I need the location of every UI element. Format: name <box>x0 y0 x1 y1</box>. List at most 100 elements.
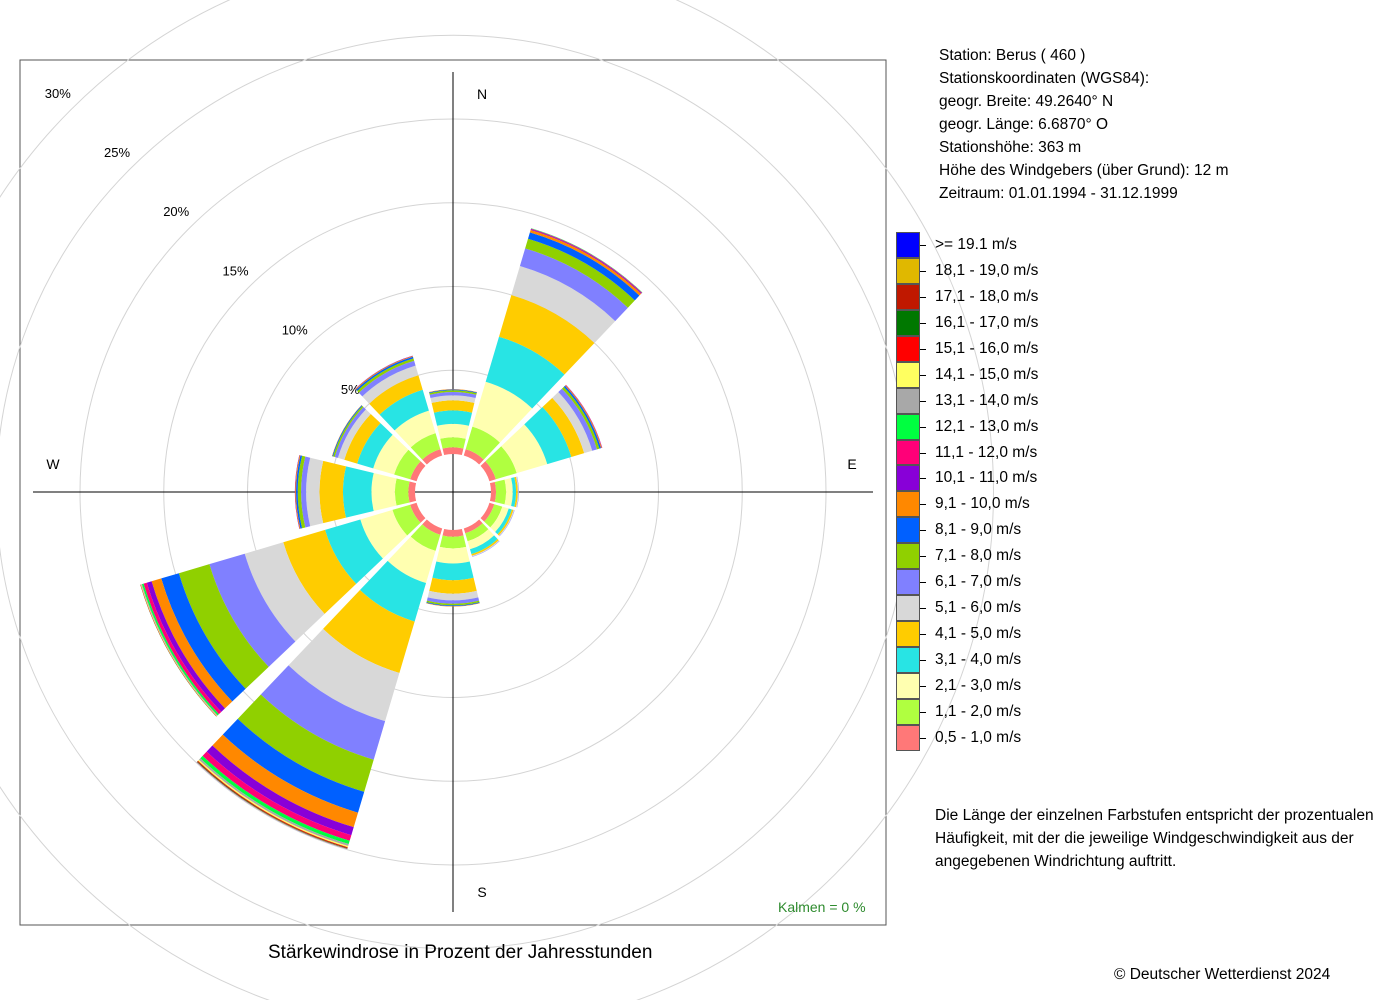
legend-tick <box>920 270 926 272</box>
sector-segment <box>439 535 467 549</box>
sector-segment <box>528 232 640 301</box>
sector-segment <box>319 460 347 524</box>
sector-segment <box>472 381 533 443</box>
sector-segment <box>344 413 381 464</box>
sector-segment <box>410 524 441 551</box>
note-line-2: Häufigkeit, mit der die jeweilige Windge… <box>935 830 1354 847</box>
station-latitude: geogr. Breite: 49.2640° N <box>939 93 1114 110</box>
sector-segment <box>437 423 469 439</box>
chart-caption: Stärkewindrose in Prozent der Jahresstun… <box>268 942 653 963</box>
sector-segment <box>206 745 354 836</box>
sector-segment <box>485 446 517 480</box>
explanation-note: Die Länge der einzelnen Farbstufen entsp… <box>935 804 1374 873</box>
ring-labels: 5% 10% 15% 20% 25% 30% <box>45 86 360 397</box>
legend-label: 8,1 - 9,0 m/s <box>935 521 1022 539</box>
sector-segment <box>436 546 470 564</box>
station-coords-heading: Stationskoordinaten (WGS84): <box>939 70 1150 87</box>
legend-label: 0,5 - 1,0 m/s <box>935 728 1022 746</box>
ring-label: 10% <box>282 323 308 338</box>
sector-segment <box>525 238 635 308</box>
legend-tick <box>920 478 926 480</box>
legend-swatch <box>896 647 920 673</box>
legend-label: 16,1 - 17,0 m/s <box>935 313 1039 331</box>
sector-segment <box>489 481 497 503</box>
sector-segment <box>410 461 426 482</box>
legend-label: 2,1 - 3,0 m/s <box>935 676 1022 694</box>
legend-item: 15,1 - 16,0 m/s <box>896 335 1096 362</box>
sector-segment <box>422 519 443 535</box>
sector-segment <box>431 400 475 413</box>
sector-segment <box>426 597 480 604</box>
legend-swatch <box>896 465 920 492</box>
legend-label: 14,1 - 15,0 m/s <box>935 365 1039 383</box>
sector-segment <box>463 519 483 534</box>
legend-label: 7,1 - 8,0 m/s <box>935 547 1022 565</box>
sector-segment <box>357 423 393 469</box>
sector-segment <box>334 407 366 458</box>
sector-segment <box>209 553 296 667</box>
sector-segment <box>362 365 419 404</box>
direction-label-east: E <box>847 456 856 472</box>
legend-tick <box>920 737 926 739</box>
wind-sectors <box>140 228 643 850</box>
legend-label: >= 19.1 m/s <box>935 236 1017 253</box>
ring-label: 20% <box>163 204 189 219</box>
legend-label: 15,1 - 16,0 m/s <box>935 339 1039 357</box>
sector-segment <box>151 578 233 709</box>
sector-segment <box>371 472 397 512</box>
sector-segment <box>514 476 518 508</box>
legend-tick <box>920 556 926 558</box>
legend-item: 11,1 - 12,0 m/s <box>896 439 1096 466</box>
legend-tick <box>920 348 926 350</box>
sector-segment <box>161 573 246 702</box>
legend-swatch <box>896 672 920 699</box>
sector-segment <box>410 433 441 460</box>
ring-circle <box>0 0 994 1000</box>
sector-segment <box>484 504 503 528</box>
legend-tick <box>920 530 926 532</box>
sector-segment <box>301 456 311 528</box>
sector-segment <box>337 409 371 460</box>
sector-segment <box>542 397 585 457</box>
sector-segment <box>471 539 499 556</box>
legend-swatch <box>896 361 920 388</box>
sector-segment <box>426 603 480 607</box>
sector-segment <box>494 479 507 505</box>
legend-item: 16,1 - 17,0 m/s <box>896 309 1096 336</box>
sector-segment <box>244 542 325 642</box>
direction-label-south: S <box>477 884 486 900</box>
legend-tick <box>920 322 926 324</box>
legend-label: 6,1 - 7,0 m/s <box>935 573 1022 591</box>
legend-item: 10,1 - 11,0 m/s <box>896 465 1096 492</box>
sector-segment <box>333 405 364 457</box>
legend-swatch <box>896 491 920 518</box>
legend-label: 10,1 - 11,0 m/s <box>935 469 1038 487</box>
legend-item: 18,1 - 19,0 m/s <box>896 257 1096 284</box>
sector-segment <box>469 535 498 555</box>
direction-label-north: N <box>477 86 487 102</box>
legend-tick <box>920 660 926 661</box>
legend-item: >= 19.1 m/s <box>896 232 1096 258</box>
legend-item: 12,1 - 13,0 m/s <box>896 413 1096 440</box>
sector-segment <box>342 466 374 518</box>
sector-segment <box>465 426 500 460</box>
legend-label: 1,1 - 2,0 m/s <box>935 702 1022 720</box>
sector-segment <box>471 540 500 557</box>
sector-segment <box>511 266 616 343</box>
sector-segment <box>283 529 357 614</box>
sector-segment <box>422 449 443 465</box>
ring-label: 25% <box>104 145 130 160</box>
sector-segment <box>369 375 423 415</box>
legend-label: 12,1 - 13,0 m/s <box>935 417 1039 435</box>
sector-segment <box>212 734 358 828</box>
legend-label: 4,1 - 5,0 m/s <box>935 625 1022 643</box>
sector-segment <box>355 356 414 391</box>
station-elevation: Stationshöhe: 363 m <box>939 139 1082 156</box>
sector-segment <box>387 536 436 584</box>
sector-segment <box>558 388 598 451</box>
sector-segment <box>501 424 548 474</box>
sector-segment <box>260 665 386 760</box>
legend-tick <box>920 711 926 713</box>
sector-segment <box>202 751 352 841</box>
legend-tick <box>920 685 926 687</box>
